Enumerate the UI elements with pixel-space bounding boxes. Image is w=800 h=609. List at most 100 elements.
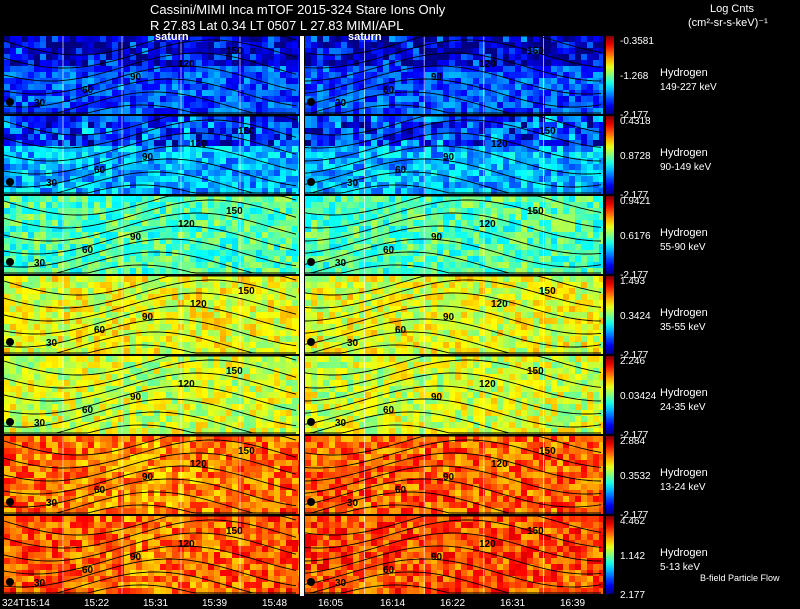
contour-line: [3, 132, 297, 162]
contour-line: [304, 132, 602, 162]
x-tick-label: 15:48: [262, 598, 287, 609]
contour-line: [3, 305, 297, 335]
contour-label: 30: [347, 498, 359, 509]
panel-2: 30 60 90 120 150 30 60 90 120 150 0.4318 0.8728 -2.1…: [3, 115, 711, 201]
pitch-angle-contours: 30 60 90 120 150: [304, 195, 602, 274]
panel-energy-label: 90-149 keV: [660, 162, 711, 173]
contour-line: [3, 39, 297, 69]
colorbar-mid-label: 0.3424: [620, 311, 651, 322]
contour-label: 120: [479, 59, 496, 70]
contour-line: [304, 452, 602, 482]
contour-line: [4, 424, 296, 434]
saturn-marker-icon: [6, 178, 14, 186]
time-gridlines: [364, 436, 544, 514]
pitch-angle-contours: 30 60 90 120 150: [3, 355, 297, 434]
contour-label: 90: [130, 232, 142, 243]
contour-line: [3, 398, 297, 428]
x-tick-label: 16:14: [380, 598, 405, 609]
contour-line: [304, 372, 602, 402]
contour-line: [3, 52, 297, 82]
contour-line: [3, 195, 297, 216]
x-tick-label: 15:39: [202, 598, 227, 609]
contour-label: 120: [479, 219, 496, 230]
pitch-angle-contours: 30 60 90 120 150: [3, 515, 297, 594]
contour-line: [3, 119, 297, 149]
contour-label: 60: [395, 325, 407, 336]
contour-line: [3, 372, 297, 402]
contour-label: 30: [34, 578, 46, 589]
contour-line: [304, 145, 602, 175]
heatmap-cells: [4, 196, 299, 274]
saturn-marker-icon: [6, 338, 14, 346]
contour-line: [3, 199, 297, 229]
contour-label: 90: [142, 152, 154, 163]
panel-energy-label: 149-227 keV: [660, 82, 717, 93]
contour-line: [304, 199, 602, 229]
saturn-label: saturn: [155, 31, 189, 43]
colorbar-min-label: -2.177: [620, 350, 649, 361]
contour-label: 90: [142, 312, 154, 323]
saturn-marker-icon: [6, 418, 14, 426]
x-tick-label: 15:31: [143, 598, 168, 609]
contour-label: 150: [238, 126, 255, 137]
colorbar: [606, 356, 614, 434]
pitch-angle-contours: 30 60 90 120 150: [304, 115, 602, 194]
contour-label: 120: [190, 299, 207, 310]
contour-line: [3, 238, 297, 268]
contour-line: [304, 305, 602, 335]
time-gridlines: [364, 516, 544, 594]
panel-species-label: Hydrogen: [660, 547, 708, 559]
saturn-marker-icon: [307, 498, 315, 506]
contour-line: [3, 359, 297, 389]
contour-label: 90: [130, 72, 142, 83]
heatmap-cells: [305, 356, 603, 434]
contour-label: 30: [335, 418, 347, 429]
colorbar-min-label: -2.177: [620, 110, 649, 121]
contour-label: 60: [383, 245, 395, 256]
units-label: Log Cnts: [710, 3, 755, 15]
panel-3: 30 60 90 120 150 30 60 90 120 150 0.9421 0.6176 -2.1…: [3, 195, 708, 281]
contour-line: [304, 478, 602, 508]
contour-label: 150: [539, 286, 556, 297]
contour-line: [3, 515, 297, 536]
panel-species-label: Hydrogen: [660, 467, 708, 479]
contour-line: [305, 424, 601, 434]
contour-label: 30: [46, 178, 58, 189]
contour-label: 60: [82, 565, 94, 576]
pitch-angle-contours: 30 60 90 120 150: [304, 35, 602, 114]
panel-energy-label: 55-90 keV: [660, 242, 706, 253]
time-gridlines: [364, 36, 544, 114]
colorbar-max-label: 2.246: [620, 356, 645, 367]
colorbar-mid-label: 1.142: [620, 551, 645, 562]
panel-species-label: Hydrogen: [660, 67, 708, 79]
contour-label: 90: [431, 72, 443, 83]
contour-line: [3, 158, 297, 188]
colorbar-min-label: -2.177: [620, 430, 649, 441]
colorbar: [606, 436, 614, 514]
contour-label: 90: [431, 552, 443, 563]
colorbar-mid-label: 0.03424: [620, 391, 657, 402]
contour-label: 90: [443, 312, 455, 323]
contour-line: [305, 504, 601, 514]
contour-line: [305, 264, 601, 274]
pitch-angle-contours: 30 60 90 120 150: [3, 195, 297, 274]
contour-label: 150: [226, 46, 243, 57]
contour-line: [3, 78, 297, 108]
contour-label: 30: [34, 418, 46, 429]
contour-label: 60: [94, 325, 106, 336]
panel-species-label: Hydrogen: [660, 387, 708, 399]
contour-line: [3, 385, 297, 415]
contour-line: [304, 439, 602, 469]
contour-line: [304, 65, 602, 95]
contour-label: 120: [178, 539, 195, 550]
contour-label: 60: [82, 85, 94, 96]
contour-line: [3, 65, 297, 95]
contour-label: 30: [335, 578, 347, 589]
colorbar: [606, 36, 614, 114]
colorbar-mid-label: 0.6176: [620, 231, 651, 242]
heatmap-cells: [4, 516, 299, 594]
panel-energy-label: 24-35 keV: [660, 402, 706, 413]
contour-line: [4, 264, 296, 274]
contour-line: [3, 115, 297, 136]
